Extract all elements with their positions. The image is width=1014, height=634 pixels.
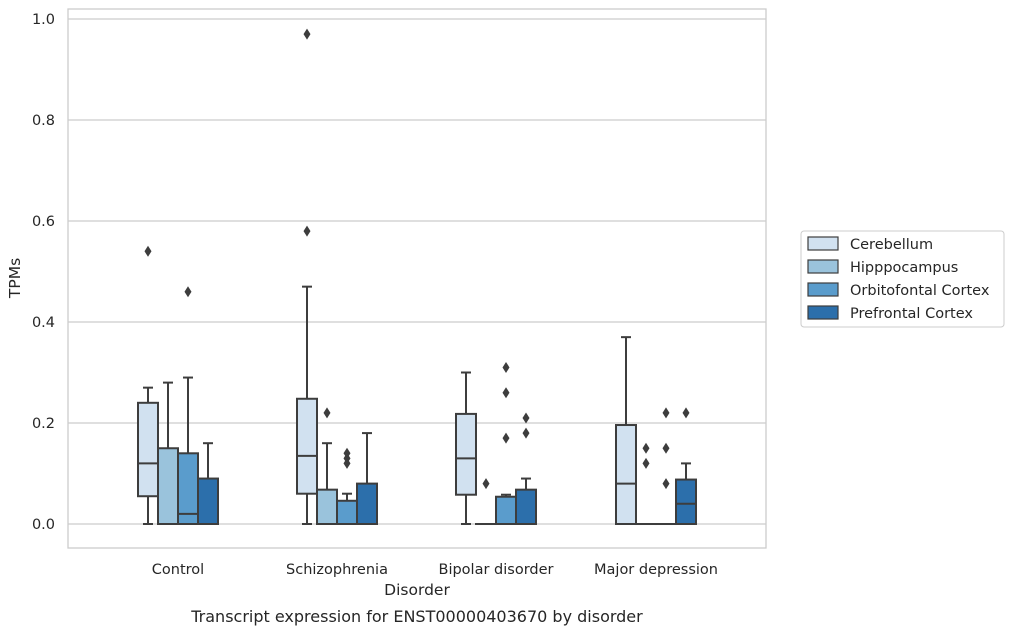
flier-point xyxy=(522,427,530,439)
flier-point xyxy=(662,407,670,419)
legend-frame xyxy=(800,230,1005,328)
legend-label: Orbitofontal Cortex xyxy=(850,283,990,299)
flier-point xyxy=(522,412,530,424)
y-tick-label: 0.4 xyxy=(32,315,55,331)
flier-point xyxy=(502,361,510,373)
flier-point xyxy=(343,447,351,459)
legend-swatch xyxy=(807,236,839,251)
box-body xyxy=(296,397,318,495)
flier-point xyxy=(184,286,192,298)
x-tick-labels: Control Schizophrenia Bipolar disorder Majo… xyxy=(152,562,718,578)
box-body xyxy=(675,478,697,525)
box-2-3 xyxy=(655,407,677,526)
flier-point xyxy=(642,442,650,454)
box-3-2 xyxy=(515,412,537,526)
box-2-0 xyxy=(177,286,199,525)
x-tick-label: Control xyxy=(152,562,204,578)
flier-point xyxy=(682,407,690,419)
flier-point xyxy=(303,225,311,237)
box-0-3 xyxy=(615,336,637,525)
box-body xyxy=(316,488,338,526)
box-3-3 xyxy=(675,407,697,525)
y-axis-label: TPMs xyxy=(6,258,24,299)
box-3-1 xyxy=(356,432,378,526)
box-body xyxy=(615,424,637,525)
boxes xyxy=(137,28,697,526)
y-tick-label: 0.6 xyxy=(32,214,55,230)
y-tick-label: 0.8 xyxy=(32,113,55,129)
y-tick-label: 0.2 xyxy=(32,416,55,432)
box-1-1 xyxy=(316,407,338,526)
legend-label: Hipppocampus xyxy=(850,260,958,276)
legend-swatch xyxy=(807,305,839,320)
flier-point xyxy=(662,442,670,454)
x-tick-label: Schizophrenia xyxy=(286,562,388,578)
legend-swatch xyxy=(807,259,839,274)
box-0-1 xyxy=(296,28,318,525)
box-body xyxy=(495,495,517,526)
y-tick-labels: 0.0 0.2 0.4 0.6 0.8 1.0 xyxy=(32,12,55,533)
legend-label: Prefrontal Cortex xyxy=(850,306,973,322)
chart-caption: Transcript expression for ENST0000040367… xyxy=(190,607,643,626)
flier-point xyxy=(482,478,490,490)
box-0-2 xyxy=(455,371,477,525)
box-body xyxy=(515,488,537,526)
y-tick-label: 0.0 xyxy=(32,517,55,533)
box-body xyxy=(336,499,358,525)
flier-point xyxy=(502,387,510,399)
x-tick-label: Bipolar disorder xyxy=(439,562,554,578)
box-2-1 xyxy=(336,447,358,525)
box-body xyxy=(455,412,477,496)
legend-swatch xyxy=(807,282,839,297)
box-body xyxy=(356,482,378,526)
box-body xyxy=(197,477,219,525)
x-tick-label: Major depression xyxy=(594,562,718,578)
x-axis-label: Disorder xyxy=(384,581,450,599)
box-body xyxy=(137,401,159,498)
box-1-3 xyxy=(635,442,657,526)
legend-label: Cerebellum xyxy=(850,237,933,253)
flier-point xyxy=(502,432,510,444)
box-3-0 xyxy=(197,442,219,525)
flier-point xyxy=(662,478,670,490)
y-tick-label: 1.0 xyxy=(32,12,55,28)
box-body xyxy=(157,447,179,525)
flier-point xyxy=(303,28,311,40)
flier-point xyxy=(642,457,650,469)
flier-point xyxy=(144,245,152,257)
box-1-0 xyxy=(157,381,179,525)
legend: Cerebellum Hipppocampus Orbitofontal Corte… xyxy=(800,230,1005,328)
flier-point xyxy=(323,407,331,419)
